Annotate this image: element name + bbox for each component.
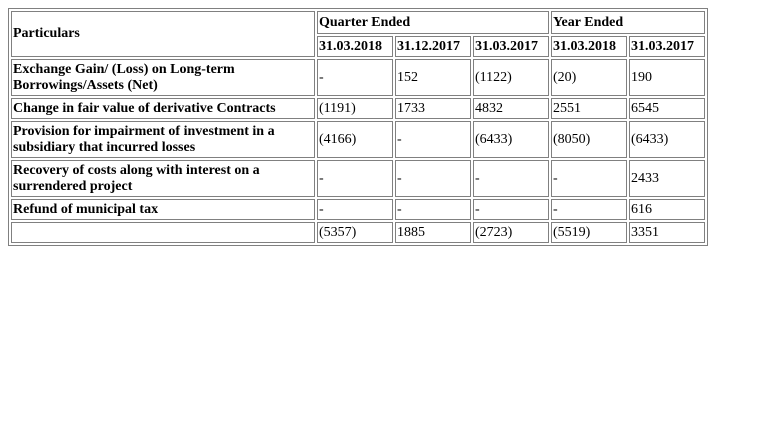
date-header: 31.12.2017 [395,36,471,57]
cell-value: (6433) [629,121,705,158]
quarter-ended-header: Quarter Ended [317,11,549,34]
particulars-header: Particulars [11,11,315,57]
date-header: 31.03.2018 [551,36,627,57]
total-value: 3351 [629,222,705,243]
total-value: 1885 [395,222,471,243]
year-ended-header: Year Ended [551,11,705,34]
financial-table: Particulars Quarter Ended Year Ended 31.… [8,8,708,246]
cell-value: 4832 [473,98,549,119]
table-row: Exchange Gain/ (Loss) on Long-term Borro… [11,59,705,96]
cell-value: 190 [629,59,705,96]
cell-value: - [317,160,393,197]
table-row: Refund of municipal tax - - - - 616 [11,199,705,220]
cell-value: - [317,59,393,96]
row-label: Provision for impairment of investment i… [11,121,315,158]
cell-value: (20) [551,59,627,96]
total-row: (5357) 1885 (2723) (5519) 3351 [11,222,705,243]
date-header: 31.03.2018 [317,36,393,57]
cell-value: 1733 [395,98,471,119]
table-row: Provision for impairment of investment i… [11,121,705,158]
cell-value: - [395,160,471,197]
cell-value: - [551,199,627,220]
cell-value: - [473,160,549,197]
table-row: Recovery of costs along with interest on… [11,160,705,197]
cell-value: (4166) [317,121,393,158]
row-label: Recovery of costs along with interest on… [11,160,315,197]
header-row-dates: 31.03.2018 31.12.2017 31.03.2017 31.03.2… [11,36,705,57]
cell-value: 2551 [551,98,627,119]
cell-value: (6433) [473,121,549,158]
cell-value: 616 [629,199,705,220]
cell-value: 152 [395,59,471,96]
cell-value: - [395,121,471,158]
cell-value: 6545 [629,98,705,119]
date-header: 31.03.2017 [629,36,705,57]
cell-value: - [395,199,471,220]
row-label: Exchange Gain/ (Loss) on Long-term Borro… [11,59,315,96]
total-value: (5357) [317,222,393,243]
total-label [11,222,315,243]
header-row-periods: Particulars Quarter Ended Year Ended [11,11,705,57]
table-row: Change in fair value of derivative Contr… [11,98,705,119]
cell-value: - [551,160,627,197]
cell-value: (8050) [551,121,627,158]
total-value: (5519) [551,222,627,243]
cell-value: - [473,199,549,220]
cell-value: (1122) [473,59,549,96]
cell-value: - [317,199,393,220]
total-value: (2723) [473,222,549,243]
cell-value: 2433 [629,160,705,197]
cell-value: (1191) [317,98,393,119]
date-header: 31.03.2017 [473,36,549,57]
row-label: Change in fair value of derivative Contr… [11,98,315,119]
row-label: Refund of municipal tax [11,199,315,220]
